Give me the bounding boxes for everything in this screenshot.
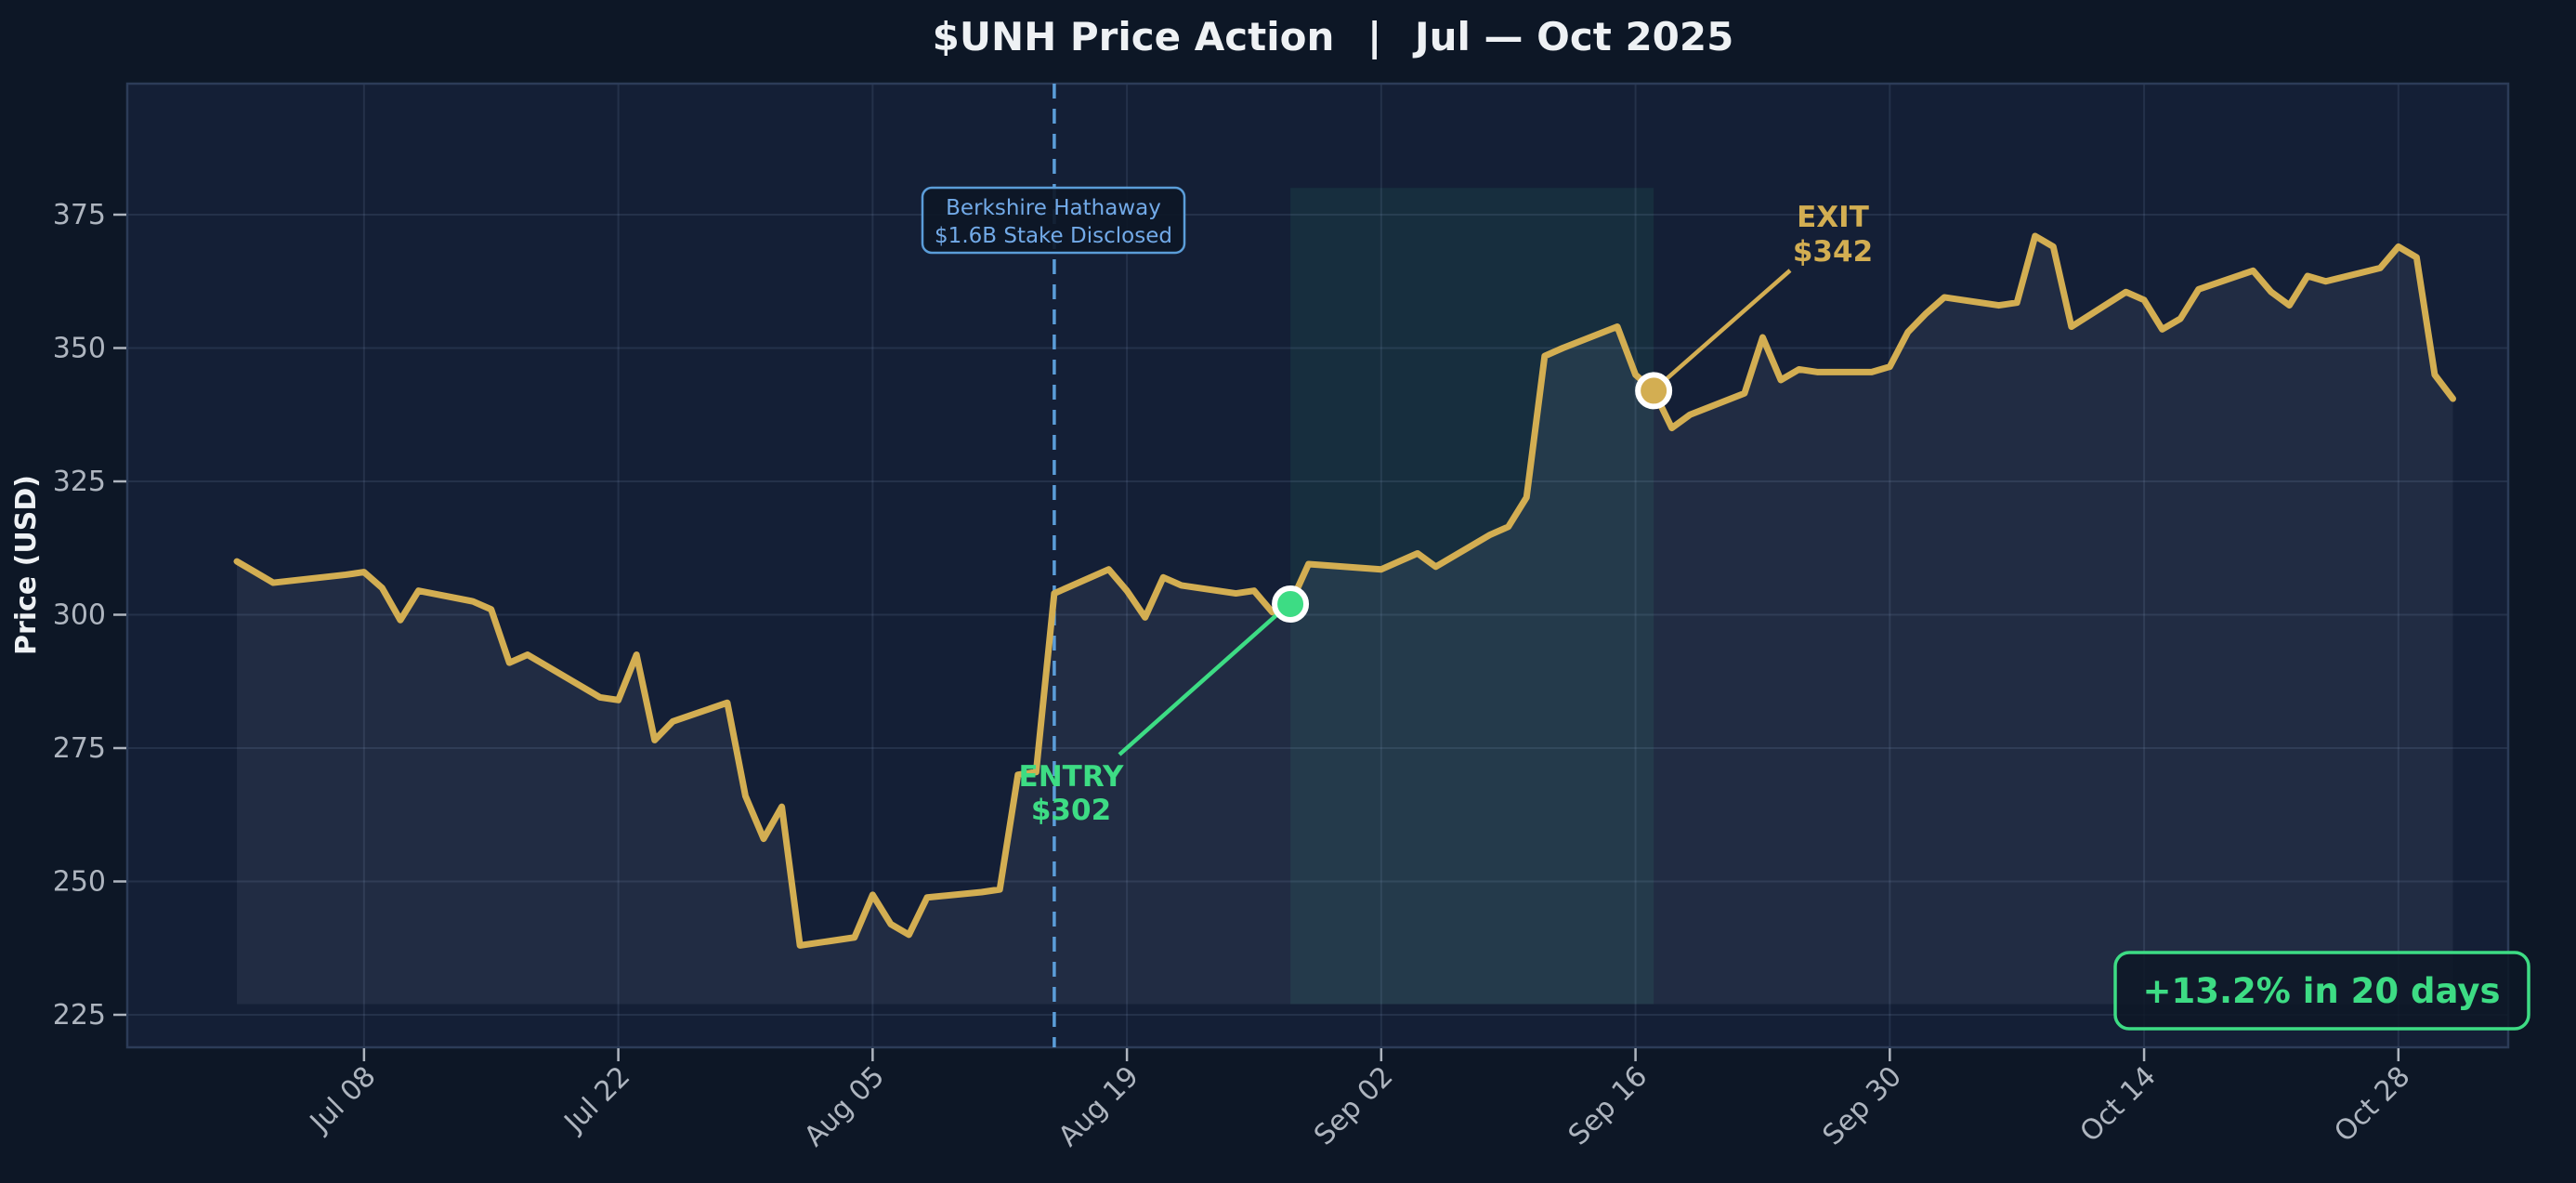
annotation-box: Berkshire Hathaway $1.6B Stake Disclosed: [921, 186, 1186, 255]
holding-period-band: [1290, 188, 1654, 1005]
annotation-line1: Berkshire Hathaway: [946, 196, 1161, 220]
y-tick-label: 275: [53, 732, 106, 765]
exit-label: EXIT: [1797, 201, 1869, 234]
y-tick-label: 350: [53, 333, 106, 365]
badge-text: +13.2% in 20 days: [2143, 971, 2501, 1011]
plot-border: [125, 82, 2510, 1049]
exit-marker: [1635, 372, 1673, 410]
area-fill: [237, 235, 2453, 1005]
entry-price-label: $302: [1031, 794, 1111, 827]
performance-badge: +13.2% in 20 days: [2113, 951, 2530, 1031]
entry-connector-line: [1118, 612, 1279, 756]
y-axis-label: Price (USD): [10, 475, 43, 655]
price-line: [233, 232, 2456, 949]
annotation-border: [921, 186, 1186, 255]
entry-label: ENTRY: [1019, 760, 1124, 794]
y-tick-label: 375: [53, 199, 106, 231]
annotation-line2: $1.6B Stake Disclosed: [935, 224, 1172, 248]
entry-marker: [1272, 585, 1310, 624]
grid: [127, 84, 2508, 1047]
y-tick-label: 225: [53, 999, 106, 1032]
chart-title: $UNH Price Action | Jul — Oct 2025: [933, 14, 1734, 59]
y-tick-label: 250: [53, 866, 106, 899]
entry-annotation: ENTRY$302: [1019, 585, 1310, 827]
y-tick-label: 300: [53, 599, 106, 632]
badge-border: [2113, 951, 2530, 1031]
exit-annotation: EXIT$342: [1635, 201, 1873, 410]
y-tick-label: 325: [53, 466, 106, 498]
exit-connector-line: [1664, 269, 1792, 382]
axes-spines: [125, 82, 2510, 1049]
exit-price-label: $342: [1793, 235, 1873, 269]
